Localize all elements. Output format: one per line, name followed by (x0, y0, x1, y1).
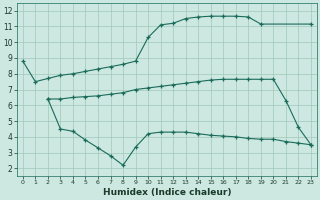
X-axis label: Humidex (Indice chaleur): Humidex (Indice chaleur) (103, 188, 231, 197)
